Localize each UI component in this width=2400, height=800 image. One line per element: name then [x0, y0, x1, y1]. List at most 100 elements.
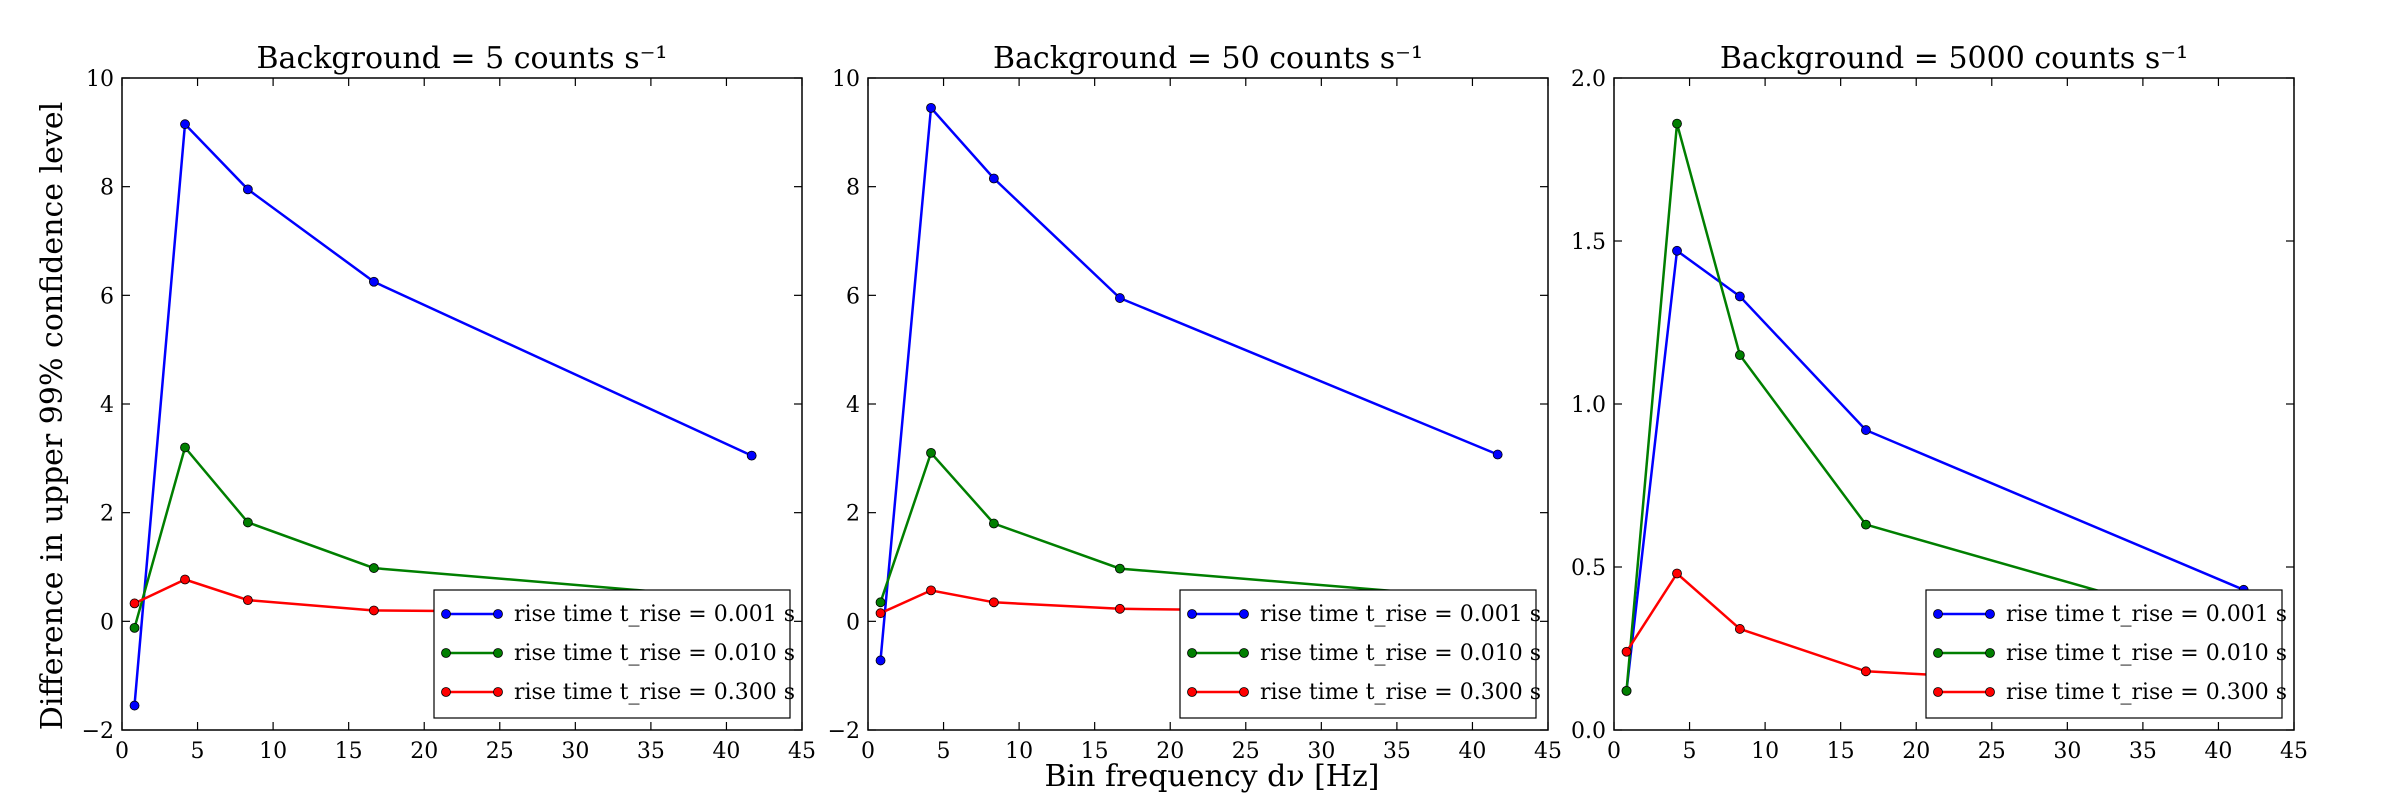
data-point [746, 450, 757, 461]
x-tick-label: 10 [1751, 739, 1779, 764]
y-tick-label: 10 [86, 67, 114, 92]
y-tick-label: 0 [100, 610, 114, 635]
y-tick-label: 8 [846, 176, 860, 201]
legend-label: rise time t_rise = 0.010 s [514, 641, 795, 666]
x-tick-label: 40 [712, 739, 740, 764]
x-tick-label: 5 [1683, 739, 1697, 764]
data-point [926, 102, 936, 113]
y-tick-label: 0.5 [1571, 556, 1606, 581]
x-tick-label: 25 [486, 739, 514, 764]
legend-marker [1239, 648, 1249, 658]
legend-marker [1933, 609, 1943, 619]
data-point [242, 595, 253, 606]
chart-panel-2: Background = 50 counts s⁻¹0 5 10 15 20 25 30 35… [828, 41, 1562, 764]
legend-marker [1187, 687, 1197, 697]
y-tick-label: −2 [82, 719, 114, 744]
data-point [1621, 685, 1632, 696]
legend-label: rise time t_rise = 0.001 s [2006, 602, 2287, 627]
legend-marker [1187, 648, 1197, 658]
panel-title: Background = 5000 counts s⁻¹ [1720, 41, 2188, 76]
x-tick-label: 25 [1232, 739, 1260, 764]
x-tick-label: 40 [2204, 739, 2232, 764]
data-point [1861, 519, 1871, 530]
y-tick-label: 8 [100, 176, 114, 201]
data-point [180, 119, 190, 130]
data-point [926, 585, 936, 596]
data-point [875, 608, 886, 619]
data-point [1734, 350, 1745, 361]
data-point [1734, 291, 1745, 302]
x-tick-label: 30 [561, 739, 589, 764]
data-point [1672, 568, 1682, 579]
x-tick-label: 25 [1978, 739, 2006, 764]
x-tick-label: 20 [1902, 739, 1930, 764]
data-point [180, 442, 190, 453]
legend-label: rise time t_rise = 0.001 s [514, 602, 795, 627]
legend-marker [1985, 609, 1995, 619]
y-tick-label: 6 [846, 284, 860, 309]
legend-marker [1239, 609, 1249, 619]
x-tick-label: 35 [637, 739, 665, 764]
y-tick-label: 4 [100, 393, 114, 418]
y-tick-label: 4 [846, 393, 860, 418]
legend-marker [1933, 648, 1943, 658]
legend-label: rise time t_rise = 0.010 s [1260, 641, 1541, 666]
x-tick-label: 45 [1534, 739, 1562, 764]
x-tick-label: 10 [259, 739, 287, 764]
x-tick-label: 30 [1307, 739, 1335, 764]
x-tick-label: 20 [410, 739, 438, 764]
x-tick-label: 35 [2129, 739, 2157, 764]
plot-frame [867, 77, 1549, 731]
y-tick-label: 6 [100, 284, 114, 309]
data-point [242, 184, 253, 195]
data-point [988, 173, 999, 184]
x-tick-label: 15 [335, 739, 363, 764]
data-point [129, 700, 140, 711]
data-point [369, 605, 379, 616]
legend-marker [1239, 687, 1249, 697]
data-point [1115, 293, 1125, 303]
y-tick-label: 0.0 [1571, 719, 1606, 744]
x-tick-label: 0 [1607, 739, 1621, 764]
data-point [129, 598, 140, 609]
data-point [1861, 666, 1871, 677]
legend-marker [493, 648, 503, 658]
data-point [1734, 624, 1745, 634]
legend-marker [1933, 687, 1943, 697]
legend-label: rise time t_rise = 0.300 s [1260, 680, 1541, 705]
x-tick-label: 0 [861, 739, 875, 764]
data-point [242, 517, 253, 528]
legend-label: rise time t_rise = 0.300 s [514, 680, 795, 705]
data-point [1115, 563, 1125, 574]
data-point [1672, 245, 1682, 256]
legend: rise time t_rise = 0.001 s rise time t_ri… [1179, 589, 1541, 719]
legend-marker [441, 648, 451, 658]
data-point [1861, 425, 1871, 435]
chart-panel-3: Background = 5000 counts s⁻¹ 0 5 10 15 20 25 30… [1571, 41, 2308, 764]
plot-frame [1613, 77, 2295, 731]
panel-title: Background = 50 counts s⁻¹ [993, 41, 1423, 76]
x-tick-label: 5 [191, 739, 205, 764]
data-point [369, 563, 379, 573]
legend: rise time t_rise = 0.001 s rise time t_ri… [433, 589, 795, 719]
legend-marker [1985, 648, 1995, 658]
data-point [1672, 118, 1682, 129]
data-point [1492, 449, 1503, 460]
x-tick-label: 15 [1081, 739, 1109, 764]
legend-marker [1985, 687, 1995, 697]
data-point [1115, 603, 1125, 614]
data-point [926, 447, 936, 458]
chart-panel-1: Background = 5 counts s⁻¹0 5 10 15 20 25 30 35 4… [82, 41, 816, 764]
x-tick-label: 40 [1458, 739, 1486, 764]
legend-marker [493, 687, 503, 697]
legend-label: rise time t_rise = 0.010 s [2006, 641, 2287, 666]
y-tick-label: 10 [832, 67, 860, 92]
x-tick-label: 45 [2280, 739, 2308, 764]
data-point [875, 655, 886, 666]
x-tick-label: 35 [1383, 739, 1411, 764]
y-tick-label: 2.0 [1571, 67, 1606, 92]
data-point [1621, 646, 1632, 657]
x-tick-label: 15 [1827, 739, 1855, 764]
legend-marker [493, 609, 503, 619]
data-point [988, 518, 999, 529]
